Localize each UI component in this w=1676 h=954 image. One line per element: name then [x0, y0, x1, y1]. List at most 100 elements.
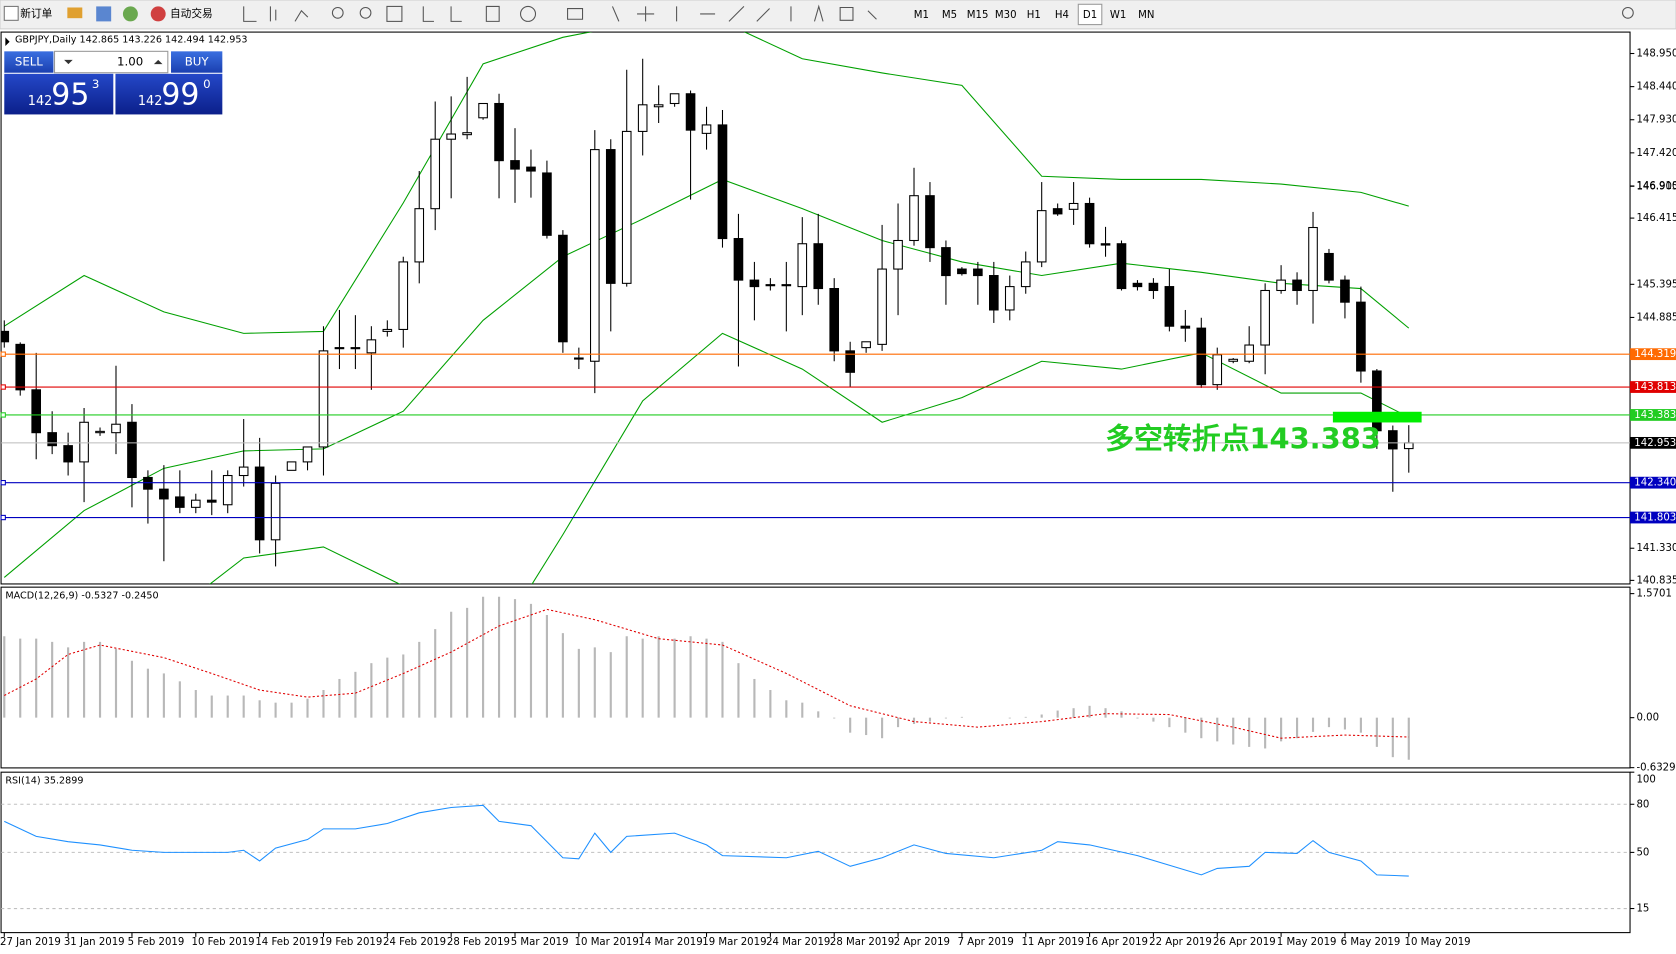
- candle-body: [478, 102, 488, 119]
- search-icon[interactable]: [1622, 6, 1634, 19]
- x-tick-label: 24 Mar 2019: [766, 937, 830, 948]
- price-panel: [0, 31, 1631, 585]
- y-tick-label: 146.905: [1636, 181, 1676, 192]
- candle-body: [398, 261, 409, 330]
- icon[interactable]: [122, 6, 138, 22]
- candle-body: [1020, 261, 1031, 288]
- candle-body: [781, 284, 792, 287]
- tool-icons[interactable]: [422, 5, 584, 22]
- icon[interactable]: [150, 6, 166, 22]
- candle-body: [621, 130, 632, 284]
- x-tick-label: 5 Feb 2019: [128, 937, 185, 948]
- candle-body: [685, 93, 696, 131]
- candle-body: [733, 238, 744, 281]
- y-tick-label: 148.950: [1636, 49, 1676, 60]
- x-tick-label: 27 Jan 2019: [0, 937, 61, 948]
- level-label-bg: [1630, 476, 1676, 489]
- candle-body: [589, 149, 600, 362]
- x-tick-label: 2 Apr 2019: [894, 937, 950, 948]
- level-handle: [0, 412, 6, 418]
- candle-body: [861, 341, 871, 349]
- last-price-label: 142.953: [1634, 438, 1676, 449]
- icon[interactable]: [67, 7, 83, 19]
- symbol-arrow: [5, 37, 10, 46]
- x-tick-label: 19 Feb 2019: [319, 937, 382, 948]
- auto-trading-button[interactable]: 自动交易: [170, 7, 213, 20]
- candle-body: [941, 247, 951, 277]
- timeframe-button[interactable]: M5: [942, 10, 957, 21]
- candle-body: [510, 160, 520, 170]
- macd-tick-label: 1.5701: [1636, 589, 1671, 600]
- candle-body: [143, 476, 153, 490]
- ask-box[interactable]: [115, 73, 223, 115]
- sell-label[interactable]: SELL: [15, 55, 43, 69]
- chart-header: GBPJPY,Daily 142.865 143.226 142.494 142…: [15, 35, 248, 46]
- level-handle: [0, 479, 6, 486]
- chart-type-icons[interactable]: [243, 6, 309, 22]
- level-label-bg: [1630, 348, 1676, 361]
- x-tick-label: 6 May 2019: [1341, 937, 1401, 948]
- timeframe-button[interactable]: M30: [995, 10, 1017, 21]
- macd-label: MACD(12,26,9) -0.5327 -0.2450: [5, 591, 158, 602]
- timeframe-button[interactable]: W1: [1110, 10, 1126, 21]
- zoom-out-icon[interactable]: [359, 6, 372, 19]
- candle-body: [318, 350, 329, 448]
- x-tick-label: 10 Mar 2019: [575, 937, 639, 948]
- timeframe-button[interactable]: M15: [967, 10, 989, 21]
- ask-small: 0: [203, 77, 210, 91]
- timeframe-button[interactable]: MN: [1138, 10, 1154, 21]
- rsi-tick-label: 100: [1636, 775, 1655, 786]
- x-tick-label: 19 Mar 2019: [702, 937, 766, 948]
- candle-body: [1260, 289, 1270, 346]
- macd-panel: [0, 586, 1631, 769]
- candle-body: [175, 496, 185, 508]
- icon[interactable]: [96, 6, 112, 22]
- icon[interactable]: [3, 5, 19, 21]
- candle-body: [159, 488, 169, 500]
- candle-body: [1324, 252, 1334, 281]
- bid-main: 95: [51, 78, 89, 113]
- new-order-button[interactable]: 新订单: [20, 7, 52, 20]
- buy-label[interactable]: BUY: [185, 55, 210, 69]
- clock-icon[interactable]: [520, 5, 537, 22]
- lot-input[interactable]: [53, 50, 169, 74]
- pivot-marker: [1332, 411, 1422, 423]
- lot-down[interactable]: [64, 59, 73, 65]
- zoom-in-icon[interactable]: [331, 6, 344, 19]
- candle-body: [1004, 286, 1015, 311]
- candle-body: [1116, 243, 1127, 290]
- bollinger-upper: [3, 32, 1409, 334]
- x-tick-label: 14 Feb 2019: [255, 937, 318, 948]
- lot-up[interactable]: [153, 59, 163, 65]
- candle-body: [63, 445, 73, 463]
- candle-body: [893, 239, 903, 270]
- timeframe-button[interactable]: D1: [1083, 10, 1097, 21]
- candle-body: [1388, 430, 1398, 450]
- x-tick-label: 31 Jan 2019: [64, 937, 125, 948]
- candle-body: [1276, 279, 1286, 292]
- lot-value[interactable]: 1.00: [117, 55, 143, 69]
- timeframe-button[interactable]: H1: [1027, 10, 1041, 21]
- candle-body: [1372, 370, 1382, 432]
- candle-body: [701, 124, 712, 134]
- level-label-bg: [1630, 381, 1676, 393]
- x-tick-label: 28 Mar 2019: [830, 937, 894, 948]
- rsi-tick-label: 50: [1636, 847, 1649, 858]
- candle-body: [957, 268, 967, 275]
- x-tick-label: 14 Mar 2019: [638, 937, 702, 948]
- draw-tool-icons[interactable]: [611, 4, 877, 22]
- candle-body: [190, 499, 201, 508]
- macd-tick-label: 0.00: [1636, 713, 1659, 724]
- bid-box[interactable]: [4, 73, 114, 115]
- candle-body: [222, 474, 233, 506]
- tile-icon[interactable]: [386, 5, 403, 22]
- timeframe-button[interactable]: H4: [1055, 10, 1069, 21]
- sell-button[interactable]: [4, 51, 54, 73]
- level-label: 142.340: [1634, 478, 1676, 489]
- macd-plot: [3, 596, 1410, 760]
- timeframe-button[interactable]: M1: [914, 10, 929, 21]
- level-label: 141.803: [1634, 513, 1676, 524]
- buy-button[interactable]: [171, 51, 223, 73]
- candle-body: [1228, 358, 1239, 362]
- last-price-bg: [1630, 436, 1676, 449]
